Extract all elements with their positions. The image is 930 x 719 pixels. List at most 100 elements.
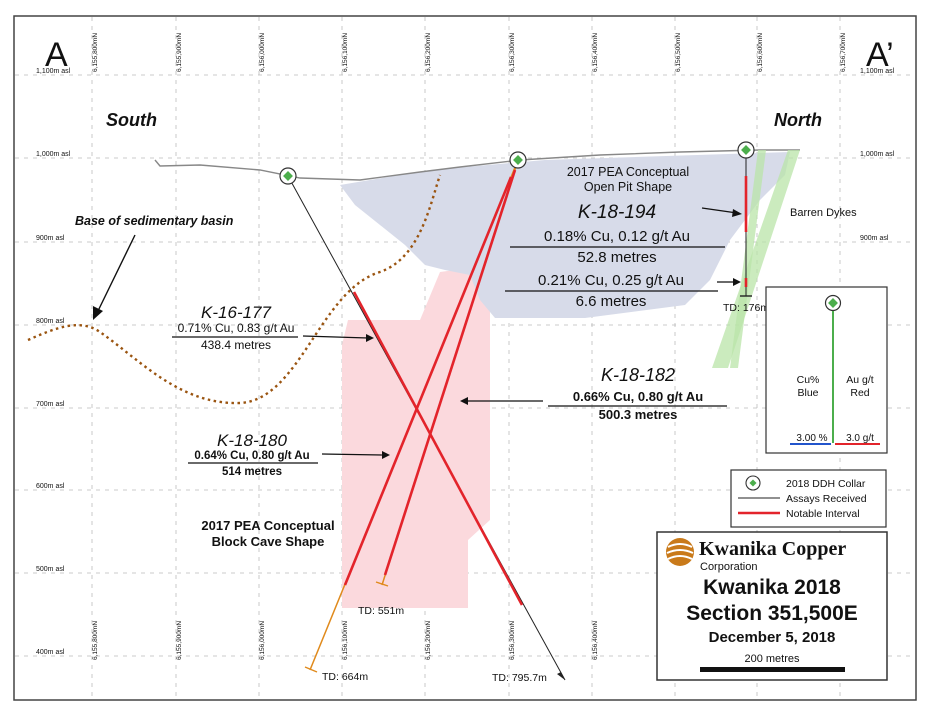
drill-traces bbox=[287, 150, 748, 681]
annotation-k16177: K-16-177 0.71% Cu, 0.83 g/t Au 438.4 met… bbox=[172, 303, 547, 684]
pit-label-line1: 2017 PEA Conceptual bbox=[567, 165, 689, 179]
svg-text:6,156,000mN: 6,156,000mN bbox=[259, 33, 266, 72]
title-block: Kwanika Copper Corporation Kwanika 2018 … bbox=[656, 531, 888, 681]
legend-notable-label: Notable Interval bbox=[786, 508, 860, 520]
grade-k18194-1: 0.18% Cu, 0.12 g/t Au bbox=[544, 228, 690, 245]
map-date: December 5, 2018 bbox=[709, 629, 836, 646]
length-k18180: 514 metres bbox=[222, 466, 282, 478]
collar-icon bbox=[279, 167, 297, 185]
svg-text:6,156,100mN: 6,156,100mN bbox=[342, 33, 349, 72]
kwanika-logo-icon bbox=[666, 538, 694, 566]
cave-label-line1: 2017 PEA Conceptual bbox=[201, 518, 334, 533]
svg-text:6,155,800mN: 6,155,800mN bbox=[92, 33, 99, 72]
svg-text:6,156,400mN: 6,156,400mN bbox=[592, 621, 599, 660]
length-k16177: 438.4 metres bbox=[201, 338, 271, 352]
arrow-head-icon bbox=[557, 672, 565, 680]
barren-dykes-label: Barren Dykes bbox=[790, 207, 857, 219]
svg-text:6,156,300mN: 6,156,300mN bbox=[509, 33, 516, 72]
svg-text:6,156,500mN: 6,156,500mN bbox=[675, 33, 682, 72]
notable-interval-k16177 bbox=[352, 291, 524, 606]
hole-name-k16177: K-16-177 bbox=[201, 303, 271, 322]
td-k18180: TD: 664m bbox=[322, 671, 368, 683]
notable-interval-k18182 bbox=[383, 169, 517, 576]
basin-arrow bbox=[96, 234, 136, 314]
scale-right-value: 3.0 g/t bbox=[846, 433, 874, 444]
grade-k18182: 0.66% Cu, 0.80 g/t Au bbox=[573, 389, 703, 404]
arrow-head-icon bbox=[366, 334, 374, 342]
grade-k18180: 0.64% Cu, 0.80 g/t Au bbox=[194, 450, 309, 462]
collar-icon bbox=[509, 151, 527, 169]
northing-labels-top: 6,155,800mN 6,155,900mN 6,156,000mN 6,15… bbox=[92, 33, 847, 72]
direction-south: South bbox=[106, 110, 157, 130]
grade-k18194-2: 0.21% Cu, 0.25 g/t Au bbox=[538, 272, 684, 289]
collar-icon bbox=[737, 141, 755, 159]
scale-right-label-1: Au g/t bbox=[846, 374, 874, 386]
hole-name-k18180: K-18-180 bbox=[217, 431, 287, 450]
svg-text:6,156,700mN: 6,156,700mN bbox=[840, 33, 847, 72]
elev-left: 500m asl bbox=[36, 566, 65, 573]
td-k16177: TD: 795.7m bbox=[492, 672, 547, 684]
scale-right-label-2: Red bbox=[850, 387, 869, 399]
svg-text:6,156,400mN: 6,156,400mN bbox=[592, 33, 599, 72]
open-pit-shape bbox=[340, 152, 790, 318]
svg-text:6,156,300mN: 6,156,300mN bbox=[509, 621, 516, 660]
scale-bar bbox=[700, 667, 845, 672]
section-letter-left: A bbox=[45, 36, 68, 74]
topography-line bbox=[154, 149, 800, 181]
map-title: Kwanika 2018 bbox=[703, 576, 841, 599]
basin-label: Base of sedimentary basin bbox=[75, 214, 234, 228]
svg-text:6,156,200mN: 6,156,200mN bbox=[425, 33, 432, 72]
sedimentary-basin-line bbox=[27, 174, 442, 405]
company-sub: Corporation bbox=[700, 561, 757, 573]
scale-left-label-1: Cu% bbox=[797, 374, 820, 386]
svg-text:6,156,000mN: 6,156,000mN bbox=[259, 621, 266, 660]
svg-text:6,156,100mN: 6,156,100mN bbox=[342, 621, 349, 660]
elev-right: 1,100m asl bbox=[860, 68, 895, 75]
legend: 2018 DDH Collar Assays Received Notable … bbox=[730, 469, 887, 528]
cave-label-line2: Block Cave Shape bbox=[212, 534, 325, 549]
hole-name-k18182: K-18-182 bbox=[601, 365, 675, 385]
elev-right: 1,000m asl bbox=[860, 151, 895, 158]
scale-left-value: 3.00 % bbox=[796, 433, 827, 444]
scale-bar-label: 200 metres bbox=[744, 653, 800, 665]
annotation-k18182: K-18-182 0.66% Cu, 0.80 g/t Au 500.3 met… bbox=[358, 365, 727, 617]
notable-interval-k18180 bbox=[343, 176, 513, 586]
elev-left: 900m asl bbox=[36, 235, 65, 242]
grade-k16177: 0.71% Cu, 0.83 g/t Au bbox=[178, 321, 295, 335]
scale-left-label-2: Blue bbox=[797, 387, 818, 399]
pit-label-line2: Open Pit Shape bbox=[584, 180, 672, 194]
northing-labels-bottom: 6,155,800mN 6,155,900mN 6,156,000mN 6,15… bbox=[92, 621, 599, 660]
elev-left: 1,000m asl bbox=[36, 151, 71, 158]
elev-right: 900m asl bbox=[860, 235, 889, 242]
elev-left: 400m asl bbox=[36, 649, 65, 656]
arrow-head-icon bbox=[732, 209, 742, 217]
elev-left: 700m asl bbox=[36, 401, 65, 408]
svg-text:6,156,200mN: 6,156,200mN bbox=[425, 621, 432, 660]
elev-left: 1,100m asl bbox=[36, 68, 71, 75]
arrow-head-icon bbox=[382, 451, 390, 459]
td-k18182: TD: 551m bbox=[358, 605, 404, 617]
collar-icon bbox=[826, 296, 840, 310]
company-name: Kwanika Copper bbox=[699, 538, 846, 560]
legend-collar-label: 2018 DDH Collar bbox=[786, 478, 866, 490]
svg-text:6,155,800mN: 6,155,800mN bbox=[92, 621, 99, 660]
direction-north: North bbox=[774, 110, 822, 130]
barren-dyke bbox=[712, 150, 800, 368]
elev-left: 800m asl bbox=[36, 318, 65, 325]
arrow-head-icon bbox=[93, 306, 103, 320]
map-section: Section 351,500E bbox=[686, 602, 858, 625]
svg-text:6,155,900mN: 6,155,900mN bbox=[176, 621, 183, 660]
section-letter-right: A’ bbox=[866, 36, 894, 74]
svg-text:6,155,900mN: 6,155,900mN bbox=[176, 33, 183, 72]
svg-text:6,156,600mN: 6,156,600mN bbox=[757, 33, 764, 72]
annotation-k18194: K-18-194 0.18% Cu, 0.12 g/t Au 52.8 metr… bbox=[505, 202, 769, 314]
block-cave-shape bbox=[342, 268, 490, 608]
grade-scale-box: Cu% Blue Au g/t Red 3.00 % 3.0 g/t bbox=[765, 286, 888, 454]
arrow-head-icon bbox=[460, 397, 468, 405]
legend-assays-label: Assays Received bbox=[786, 493, 867, 505]
hole-name-k18194: K-18-194 bbox=[578, 202, 656, 223]
arrow-head-icon bbox=[733, 278, 741, 286]
elevation-labels: 1,100m asl 1,000m asl 900m asl 800m asl … bbox=[36, 68, 895, 656]
